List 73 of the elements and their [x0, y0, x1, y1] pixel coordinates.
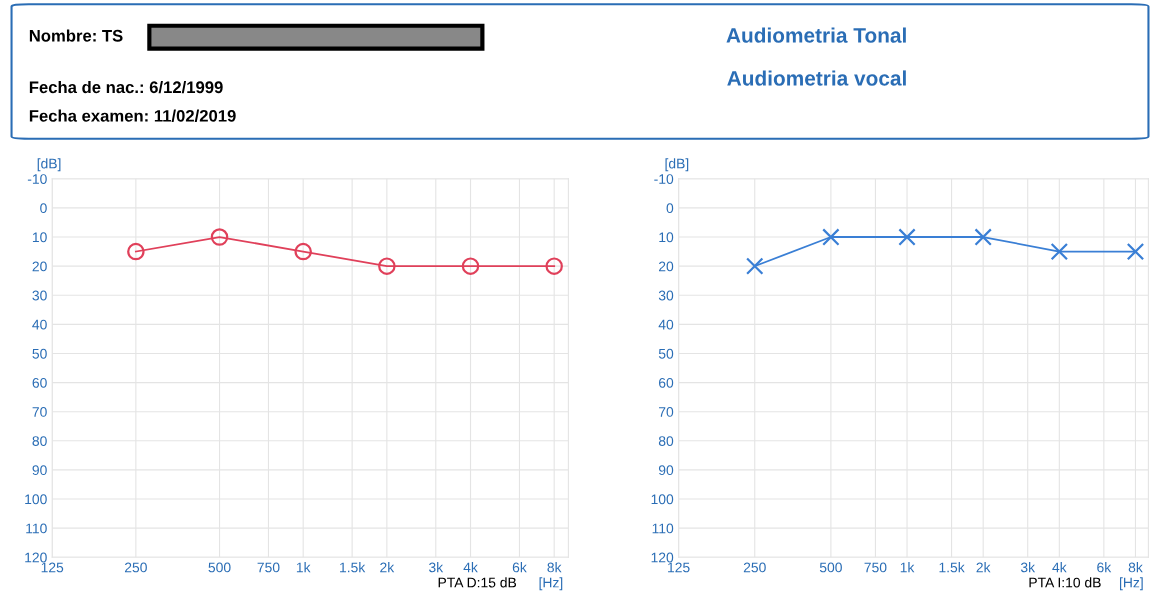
x-tick-label: 4k	[1052, 562, 1067, 573]
point	[545, 257, 563, 275]
y-axis-title: [dB]	[37, 158, 61, 172]
y-tick-label: 0	[40, 203, 47, 214]
y-tick-label: 40	[32, 319, 47, 330]
x-tick-label: 500	[208, 562, 231, 573]
y-tick-label: 100	[651, 494, 674, 505]
point	[745, 257, 764, 275]
point	[294, 242, 312, 261]
point	[378, 257, 396, 275]
y-tick-label: 60	[659, 377, 674, 388]
point	[461, 257, 480, 275]
point	[1126, 242, 1145, 261]
point	[898, 228, 916, 246]
x-tick-label: 250	[743, 562, 766, 573]
y-tick-label: -10	[27, 174, 47, 184]
x-axis-title: [Hz]	[539, 577, 563, 591]
y-tick-label: 10	[659, 232, 674, 243]
y-tick-label: 70	[32, 407, 47, 417]
y-tick-label: 80	[658, 436, 674, 446]
point	[127, 242, 145, 261]
text: Audiometria vocal	[727, 70, 906, 86]
point	[1050, 242, 1069, 261]
y-tick-label: 120	[25, 552, 47, 563]
y-tick-label: 90	[658, 465, 674, 476]
x-tick-label: 125	[668, 562, 690, 573]
y-tick-label: 40	[658, 319, 674, 330]
y-tick-label: 100	[25, 494, 47, 505]
y-tick-label: 20	[658, 261, 674, 272]
y-tick-label: 120	[651, 552, 674, 563]
x-tick-label: 2k	[976, 562, 991, 573]
x-tick-label: 125	[41, 562, 64, 573]
y-tick-label: 20	[32, 261, 47, 272]
y-tick-label: -10	[654, 174, 674, 184]
x-tick-label: 500	[819, 562, 842, 573]
point	[974, 228, 992, 246]
text: Fecha de nac.: 6/12/1999	[29, 80, 223, 94]
x-tick-label: 3k	[1020, 562, 1036, 573]
x-tick-label: 750	[257, 562, 280, 573]
x-tick-label: 1.5k	[340, 562, 366, 573]
text: Fecha examen: 11/02/2019	[29, 109, 236, 122]
y-tick-label: 110	[652, 523, 674, 534]
y-tick-label: 30	[32, 290, 47, 301]
x-tick-label: 8k	[1128, 562, 1143, 573]
text: Nombre: TS	[29, 29, 123, 42]
y-tick-label: 50	[658, 348, 674, 359]
y-tick-label: 10	[32, 232, 47, 243]
x-tick-label: 4k	[463, 562, 478, 573]
point	[822, 228, 840, 246]
x-tick-label: 6k	[512, 562, 527, 573]
text: PTA D:15 dB	[438, 577, 517, 588]
text: Audiometria Tonal	[726, 27, 906, 43]
y-tick-label: 90	[32, 465, 47, 476]
x-axis-title: [Hz]	[1120, 577, 1143, 591]
x-tick-label: 6k	[1097, 562, 1112, 573]
x-tick-label: 250	[124, 562, 147, 573]
y-tick-label: 30	[658, 290, 674, 301]
point	[210, 228, 229, 246]
x-tick-label: 1.5k	[939, 562, 965, 573]
y-axis-title: [dB]	[665, 158, 689, 172]
x-tick-label: 8k	[547, 562, 562, 573]
x-tick-label: 2k	[380, 562, 395, 573]
y-tick-label: 80	[32, 436, 47, 446]
x-tick-label: 3k	[428, 562, 444, 573]
x-tick-label: 1k	[900, 562, 915, 573]
y-tick-label: 0	[666, 203, 674, 214]
y-tick-label: 110	[26, 523, 47, 534]
y-tick-label: 60	[32, 377, 47, 388]
y-tick-label: 50	[32, 348, 47, 359]
text: PTA I:10 dB	[1029, 577, 1101, 588]
y-tick-label: 70	[659, 407, 674, 417]
x-tick-label: 1k	[296, 562, 311, 573]
x-tick-label: 750	[864, 562, 887, 573]
